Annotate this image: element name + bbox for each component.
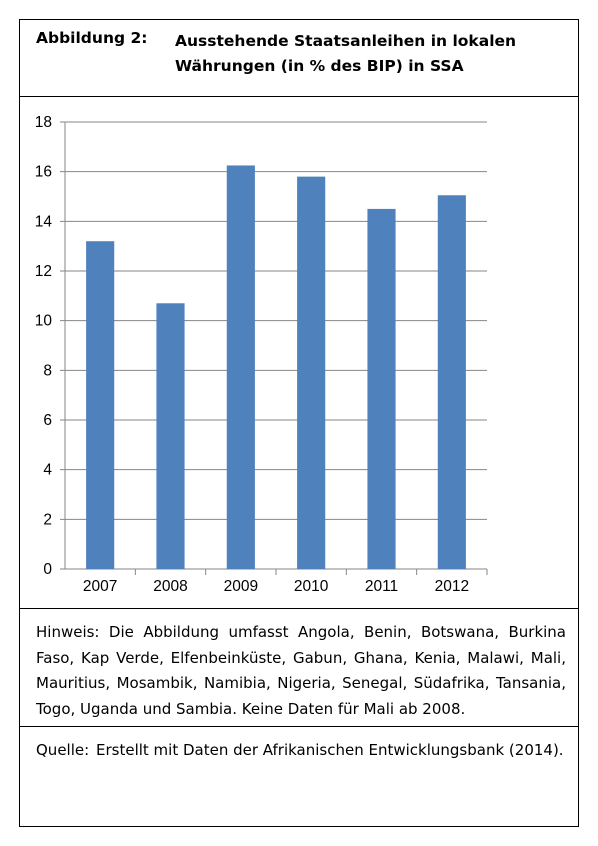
- x-tick-label: 2008: [153, 578, 187, 595]
- bar-2008: [156, 303, 185, 569]
- y-tick-label: 6: [43, 412, 52, 429]
- x-tick-label: 2012: [435, 578, 469, 595]
- bar-2007: [86, 241, 115, 569]
- y-tick-label: 8: [43, 362, 52, 379]
- bar-chart: 0 2 4 6 8 10 12 14 16 18 2007 2008 2009 2010 2011 2012: [35, 114, 488, 595]
- y-tick-label: 10: [35, 313, 53, 330]
- y-tick-label: 18: [35, 114, 52, 131]
- header-divider: [20, 96, 578, 97]
- figure-title: Ausstehende Staatsanleihen in lokalen Wä…: [175, 32, 517, 75]
- y-tick-label: 4: [43, 462, 52, 479]
- source-label: Quelle:: [36, 741, 90, 759]
- y-tick-label: 16: [35, 164, 52, 181]
- chart-area: 0 2 4 6 8 10 12 14 16 18 2007 2008 2009 2010 2011 2012: [20, 96, 578, 608]
- figure-box: Abbildung 2: Ausstehende Staatsanleihen …: [19, 19, 579, 827]
- note-divider: [20, 726, 578, 727]
- source-text: Erstellt mit Daten der Afrikanischen Ent…: [96, 741, 564, 759]
- bar-2012: [437, 195, 466, 569]
- figure-source: Quelle: Erstellt mit Daten der Afrikanis…: [36, 738, 566, 764]
- figure-header: Abbildung 2: Ausstehende Staatsanleihen …: [20, 20, 578, 96]
- y-tick-label: 0: [43, 561, 52, 578]
- bar-2011: [367, 208, 396, 569]
- y-tick-label: 2: [43, 511, 52, 528]
- chart-divider: [20, 608, 578, 609]
- x-tick-label: 2007: [83, 578, 117, 595]
- figure-note: Hinweis: Die Abbildung umfasst Angola, B…: [36, 623, 566, 718]
- x-tick-label: 2009: [224, 578, 258, 595]
- x-tick-label: 2010: [294, 578, 329, 595]
- x-tick-label: 2011: [365, 578, 398, 595]
- figure-label: Abbildung 2:: [36, 29, 148, 47]
- y-tick-label: 12: [35, 263, 52, 280]
- y-tick-label: 14: [35, 213, 53, 230]
- bar-2009: [226, 165, 255, 569]
- bar-2010: [297, 176, 326, 569]
